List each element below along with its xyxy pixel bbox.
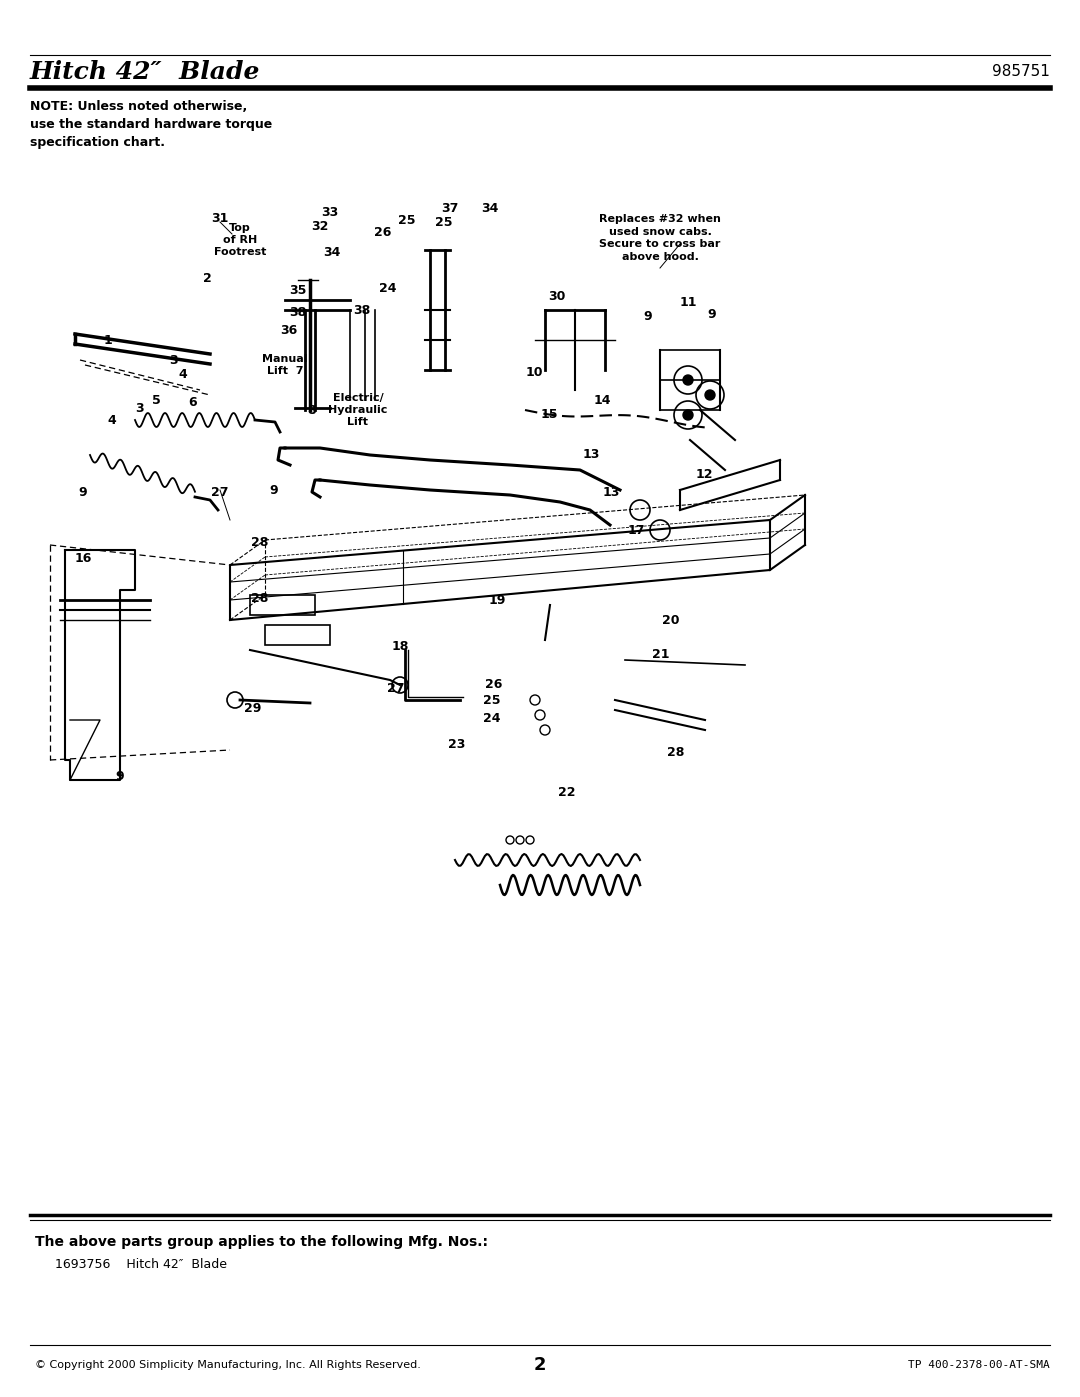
Text: NOTE: Unless noted otherwise,
use the standard hardware torque
specification cha: NOTE: Unless noted otherwise, use the st… — [30, 101, 272, 149]
Text: 16: 16 — [75, 552, 92, 564]
Text: 38: 38 — [353, 303, 370, 317]
Text: Top
of RH
Footrest: Top of RH Footrest — [214, 222, 266, 257]
Text: The above parts group applies to the following Mfg. Nos.:: The above parts group applies to the fol… — [35, 1235, 488, 1249]
Text: 32: 32 — [311, 219, 328, 232]
Text: 2: 2 — [203, 271, 212, 285]
Text: 1: 1 — [104, 334, 112, 346]
Text: 25: 25 — [399, 214, 416, 226]
Text: 37: 37 — [442, 201, 459, 215]
Text: 22: 22 — [558, 785, 576, 799]
Text: 13: 13 — [582, 447, 599, 461]
Text: 30: 30 — [549, 289, 566, 303]
Text: 24: 24 — [379, 282, 396, 295]
Text: 5: 5 — [151, 394, 160, 407]
Text: 38: 38 — [289, 306, 307, 319]
Text: 3: 3 — [136, 401, 145, 415]
Text: Replaces #32 when
used snow cabs.
Secure to cross bar
above hood.: Replaces #32 when used snow cabs. Secure… — [599, 214, 721, 261]
Text: 4: 4 — [178, 367, 187, 380]
Text: 28: 28 — [667, 746, 685, 759]
Text: 9: 9 — [116, 770, 124, 782]
Text: Manual
Lift  7: Manual Lift 7 — [262, 353, 308, 376]
Text: 26: 26 — [485, 678, 502, 690]
Text: 33: 33 — [322, 205, 339, 218]
Text: 19: 19 — [488, 594, 505, 606]
Text: 20: 20 — [662, 613, 679, 626]
Text: 31: 31 — [212, 211, 229, 225]
Circle shape — [683, 374, 693, 386]
Text: 1693756    Hitch 42″  Blade: 1693756 Hitch 42″ Blade — [55, 1259, 227, 1271]
Bar — [265, 624, 330, 645]
Text: 3: 3 — [168, 353, 177, 366]
Text: 25: 25 — [435, 215, 453, 229]
Text: 15: 15 — [540, 408, 557, 422]
Text: 14: 14 — [593, 394, 611, 408]
Text: 10: 10 — [525, 366, 543, 379]
Text: 13: 13 — [603, 486, 620, 499]
Text: 29: 29 — [244, 701, 261, 714]
Text: 24: 24 — [483, 711, 501, 725]
Bar — [249, 595, 315, 615]
Text: 27: 27 — [212, 486, 229, 499]
Text: Hitch 42″  Blade: Hitch 42″ Blade — [30, 60, 260, 84]
Text: 6: 6 — [189, 397, 198, 409]
Text: 9: 9 — [707, 307, 716, 320]
Text: 35: 35 — [289, 284, 307, 296]
Text: 8: 8 — [308, 404, 316, 416]
Circle shape — [683, 409, 693, 420]
Text: 11: 11 — [679, 296, 697, 309]
Text: 25: 25 — [483, 693, 501, 707]
Text: 28: 28 — [252, 591, 269, 605]
Text: 28: 28 — [252, 535, 269, 549]
Text: 36: 36 — [281, 324, 298, 337]
Text: 9: 9 — [644, 310, 652, 323]
Text: 4: 4 — [108, 414, 117, 426]
Text: TP 400-2378-00-AT-SMA: TP 400-2378-00-AT-SMA — [908, 1361, 1050, 1370]
Text: 9: 9 — [79, 486, 87, 499]
Text: 34: 34 — [323, 246, 340, 260]
Text: 23: 23 — [448, 738, 465, 750]
Text: © Copyright 2000 Simplicity Manufacturing, Inc. All Rights Reserved.: © Copyright 2000 Simplicity Manufacturin… — [35, 1361, 421, 1370]
Text: 26: 26 — [375, 225, 392, 239]
Text: 27: 27 — [388, 682, 405, 694]
Text: 12: 12 — [696, 468, 713, 481]
Text: 21: 21 — [652, 647, 670, 661]
Text: 18: 18 — [391, 640, 408, 652]
Text: 985751: 985751 — [993, 64, 1050, 80]
Text: 17: 17 — [627, 524, 645, 536]
Text: Electric/
Hydraulic
Lift: Electric/ Hydraulic Lift — [328, 393, 388, 427]
Text: 34: 34 — [482, 201, 499, 215]
Text: 2: 2 — [534, 1356, 546, 1375]
Circle shape — [705, 390, 715, 400]
Text: 9: 9 — [270, 483, 279, 496]
